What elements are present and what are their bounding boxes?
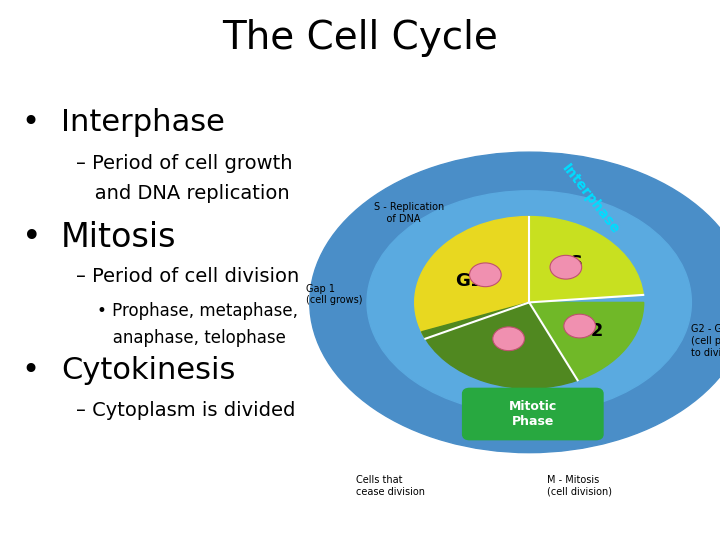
Text: anaphase, telophase: anaphase, telophase (97, 329, 286, 347)
Text: Cells that
cease division: Cells that cease division (356, 475, 426, 497)
Text: Mitotic
Phase: Mitotic Phase (508, 400, 557, 428)
Circle shape (550, 255, 582, 279)
Text: M - Mitosis
(cell division): M - Mitosis (cell division) (547, 475, 612, 497)
Text: •: • (22, 356, 40, 386)
Text: M: M (500, 335, 517, 353)
Text: G2: G2 (576, 322, 603, 340)
FancyBboxPatch shape (462, 388, 603, 440)
Wedge shape (415, 217, 529, 339)
Text: •: • (22, 221, 41, 254)
Text: – Period of cell growth: – Period of cell growth (76, 154, 292, 173)
Circle shape (564, 314, 595, 338)
Text: S: S (570, 254, 583, 272)
Text: Cytokinesis: Cytokinesis (61, 356, 235, 386)
Text: – Period of cell division: – Period of cell division (76, 267, 299, 286)
Circle shape (469, 263, 501, 287)
Wedge shape (422, 302, 577, 388)
Text: S - Replication
    of DNA: S - Replication of DNA (374, 202, 445, 224)
Text: • Prophase, metaphase,: • Prophase, metaphase, (97, 302, 298, 320)
Text: •: • (22, 108, 40, 137)
Text: G1: G1 (455, 272, 482, 291)
Ellipse shape (310, 152, 720, 453)
Text: Interphase: Interphase (61, 108, 225, 137)
Text: Mitosis: Mitosis (61, 221, 176, 254)
Text: Interphase: Interphase (559, 161, 622, 237)
Text: G2 - Gap 2
(cell prepares
to divide): G2 - Gap 2 (cell prepares to divide) (691, 324, 720, 357)
Wedge shape (529, 302, 644, 380)
Text: The Cell Cycle: The Cell Cycle (222, 19, 498, 57)
Text: Gap 1
(cell grows): Gap 1 (cell grows) (306, 284, 362, 305)
Text: – Cytoplasm is divided: – Cytoplasm is divided (76, 401, 295, 420)
Text: and DNA replication: and DNA replication (76, 184, 289, 202)
Wedge shape (529, 217, 643, 302)
Ellipse shape (367, 191, 691, 414)
Circle shape (492, 327, 524, 350)
